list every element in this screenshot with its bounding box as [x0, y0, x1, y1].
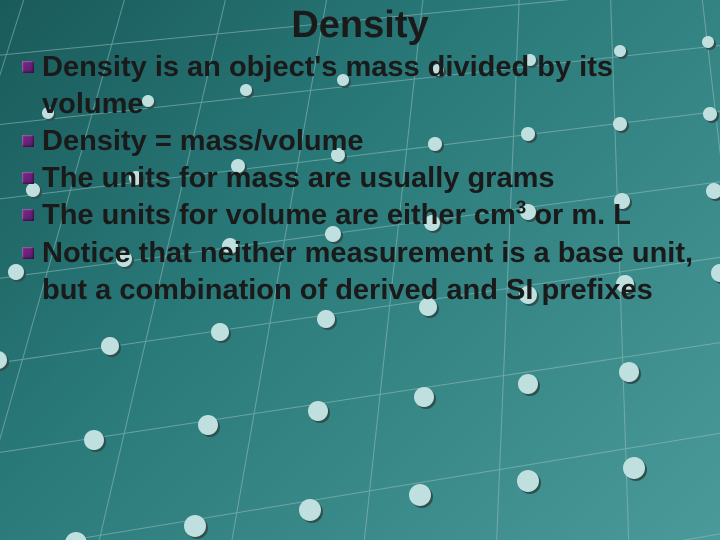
bullet-list: Density is an object's mass divided by i…: [20, 49, 700, 309]
bullet-item: The units for mass are usually grams: [20, 160, 700, 197]
slide-content: Density Density is an object's mass divi…: [0, 0, 720, 329]
bullet-item: Density = mass/volume: [20, 123, 700, 160]
bullet-item: Density is an object's mass divided by i…: [20, 49, 700, 123]
slide-title: Density: [20, 4, 700, 47]
bullet-item: The units for volume are either cm3 or m…: [20, 197, 700, 234]
bullet-item: Notice that neither measurement is a bas…: [20, 235, 700, 309]
